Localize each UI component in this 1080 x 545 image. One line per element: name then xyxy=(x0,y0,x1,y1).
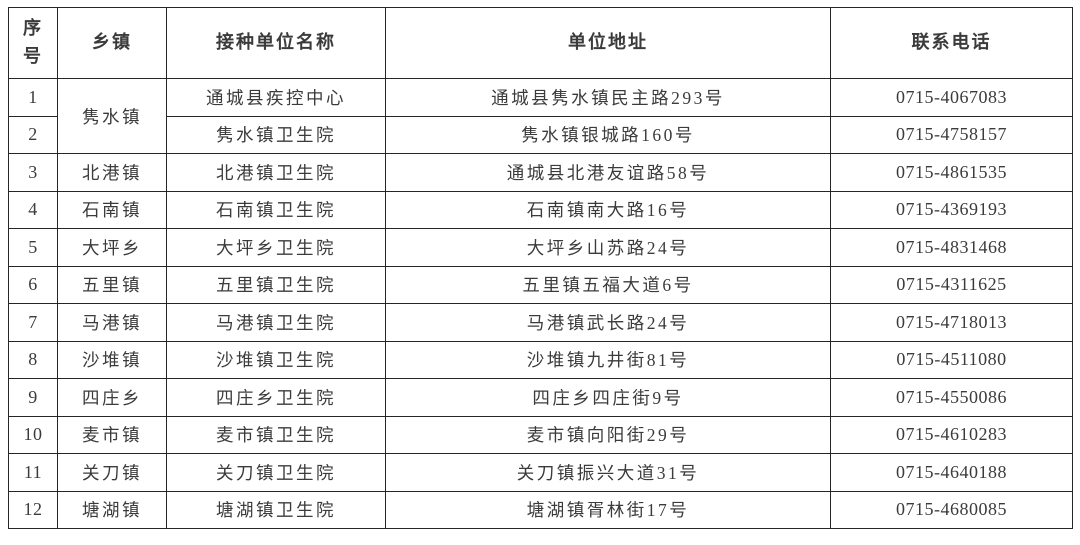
cell-no: 9 xyxy=(8,378,58,417)
cell-no: 11 xyxy=(8,453,58,492)
cell-no: 3 xyxy=(8,153,58,192)
cell-unit: 麦市镇卫生院 xyxy=(166,415,386,454)
table-row: 8 沙堆镇 沙堆镇卫生院 沙堆镇九井街81号 0715-4511080 xyxy=(8,340,1073,379)
cell-township: 马港镇 xyxy=(57,303,167,342)
cell-unit: 通城县疾控中心 xyxy=(166,78,386,117)
cell-phone: 0715-4640188 xyxy=(830,453,1073,492)
header-row: 序号 乡镇 接种单位名称 单位地址 联系电话 xyxy=(8,7,1073,79)
cell-address: 马港镇武长路24号 xyxy=(385,303,831,342)
cell-unit: 塘湖镇卫生院 xyxy=(166,490,386,529)
cell-township: 沙堆镇 xyxy=(57,340,167,379)
cell-township: 四庄乡 xyxy=(57,378,167,417)
column-header-address: 单位地址 xyxy=(385,7,831,79)
table-row: 12 塘湖镇 塘湖镇卫生院 塘湖镇胥林街17号 0715-4680085 xyxy=(8,490,1073,529)
cell-phone: 0715-4550086 xyxy=(830,378,1073,417)
cell-no: 5 xyxy=(8,228,58,267)
cell-address: 通城县北港友谊路58号 xyxy=(385,153,831,192)
cell-address: 大坪乡山苏路24号 xyxy=(385,228,831,267)
cell-township: 石南镇 xyxy=(57,190,167,229)
table-row: 6 五里镇 五里镇卫生院 五里镇五福大道6号 0715-4311625 xyxy=(8,265,1073,304)
cell-phone: 0715-4861535 xyxy=(830,153,1073,192)
cell-township: 北港镇 xyxy=(57,153,167,192)
table-row: 7 马港镇 马港镇卫生院 马港镇武长路24号 0715-4718013 xyxy=(8,303,1073,342)
cell-phone: 0715-4067083 xyxy=(830,78,1073,117)
table-row: 4 石南镇 石南镇卫生院 石南镇南大路16号 0715-4369193 xyxy=(8,190,1073,229)
column-header-township: 乡镇 xyxy=(57,7,167,79)
table-header: 序号 乡镇 接种单位名称 单位地址 联系电话 xyxy=(8,7,1073,79)
cell-unit: 五里镇卫生院 xyxy=(166,265,386,304)
cell-no: 10 xyxy=(8,415,58,454)
cell-unit: 马港镇卫生院 xyxy=(166,303,386,342)
cell-unit: 沙堆镇卫生院 xyxy=(166,340,386,379)
cell-township: 大坪乡 xyxy=(57,228,167,267)
table-row: 11 关刀镇 关刀镇卫生院 关刀镇振兴大道31号 0715-4640188 xyxy=(8,453,1073,492)
cell-no: 6 xyxy=(8,265,58,304)
cell-phone: 0715-4718013 xyxy=(830,303,1073,342)
cell-phone: 0715-4680085 xyxy=(830,490,1073,529)
table-row: 10 麦市镇 麦市镇卫生院 麦市镇向阳街29号 0715-4610283 xyxy=(8,415,1073,454)
cell-address: 五里镇五福大道6号 xyxy=(385,265,831,304)
table-row: 2 隽水镇卫生院 隽水镇银城路160号 0715-4758157 xyxy=(8,115,1073,154)
table-row: 5 大坪乡 大坪乡卫生院 大坪乡山苏路24号 0715-4831468 xyxy=(8,228,1073,267)
cell-phone: 0715-4369193 xyxy=(830,190,1073,229)
table-row: 9 四庄乡 四庄乡卫生院 四庄乡四庄街9号 0715-4550086 xyxy=(8,378,1073,417)
cell-unit: 大坪乡卫生院 xyxy=(166,228,386,267)
cell-address: 麦市镇向阳街29号 xyxy=(385,415,831,454)
column-header-unit: 接种单位名称 xyxy=(166,7,386,79)
table-body: 1 隽水镇 通城县疾控中心 通城县隽水镇民主路293号 0715-4067083… xyxy=(8,78,1073,529)
cell-phone: 0715-4610283 xyxy=(830,415,1073,454)
cell-unit: 四庄乡卫生院 xyxy=(166,378,386,417)
cell-phone: 0715-4831468 xyxy=(830,228,1073,267)
vaccination-units-table: 序号 乡镇 接种单位名称 单位地址 联系电话 1 隽水镇 通城县疾控中心 通城县… xyxy=(8,7,1073,529)
cell-no: 1 xyxy=(8,78,58,117)
cell-address: 隽水镇银城路160号 xyxy=(385,115,831,154)
cell-address: 沙堆镇九井街81号 xyxy=(385,340,831,379)
cell-unit: 隽水镇卫生院 xyxy=(166,115,386,154)
cell-phone: 0715-4758157 xyxy=(830,115,1073,154)
cell-unit: 北港镇卫生院 xyxy=(166,153,386,192)
cell-no: 8 xyxy=(8,340,58,379)
table-row: 1 隽水镇 通城县疾控中心 通城县隽水镇民主路293号 0715-4067083 xyxy=(8,78,1073,154)
cell-phone: 0715-4311625 xyxy=(830,265,1073,304)
cell-township-merged: 隽水镇 xyxy=(57,78,167,154)
cell-no: 2 xyxy=(8,115,58,154)
vaccination-units-table-container: 序号 乡镇 接种单位名称 单位地址 联系电话 1 隽水镇 通城县疾控中心 通城县… xyxy=(8,7,1073,529)
column-header-phone: 联系电话 xyxy=(830,7,1073,79)
cell-address: 四庄乡四庄街9号 xyxy=(385,378,831,417)
cell-no: 12 xyxy=(8,490,58,529)
cell-unit: 关刀镇卫生院 xyxy=(166,453,386,492)
cell-township: 塘湖镇 xyxy=(57,490,167,529)
cell-no: 4 xyxy=(8,190,58,229)
cell-phone: 0715-4511080 xyxy=(830,340,1073,379)
cell-township: 五里镇 xyxy=(57,265,167,304)
cell-address: 关刀镇振兴大道31号 xyxy=(385,453,831,492)
cell-unit: 石南镇卫生院 xyxy=(166,190,386,229)
cell-township: 关刀镇 xyxy=(57,453,167,492)
cell-no: 7 xyxy=(8,303,58,342)
table-row: 3 北港镇 北港镇卫生院 通城县北港友谊路58号 0715-4861535 xyxy=(8,153,1073,192)
column-header-no: 序号 xyxy=(8,7,58,79)
cell-address: 通城县隽水镇民主路293号 xyxy=(385,78,831,117)
cell-township: 麦市镇 xyxy=(57,415,167,454)
cell-address: 石南镇南大路16号 xyxy=(385,190,831,229)
cell-address: 塘湖镇胥林街17号 xyxy=(385,490,831,529)
